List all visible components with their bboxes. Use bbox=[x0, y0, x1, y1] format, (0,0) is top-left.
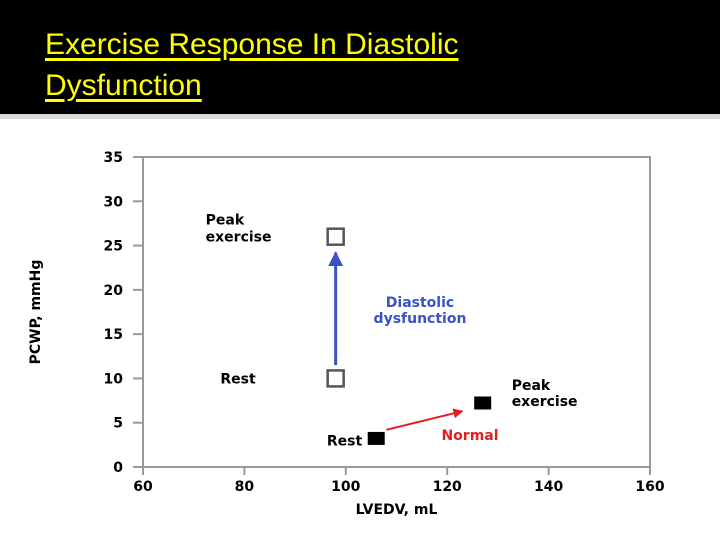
label-peak-open-line-2: exercise bbox=[206, 230, 272, 246]
label-peak-open-line-1: Peak bbox=[206, 213, 245, 229]
label-peak-filled-line-1: Peak bbox=[512, 378, 551, 394]
x-tick-label: 100 bbox=[331, 479, 360, 495]
x-tick-label: 140 bbox=[534, 479, 563, 495]
y-tick-label: 25 bbox=[104, 239, 123, 255]
x-tick-label: 160 bbox=[635, 479, 664, 495]
label-rest-filled: Rest bbox=[327, 433, 363, 449]
x-tick-label: 60 bbox=[133, 479, 153, 495]
data-point bbox=[474, 396, 492, 410]
title-bar bbox=[0, 0, 720, 114]
slide-title: Exercise Response In Diastolic Dysfuncti… bbox=[45, 24, 645, 106]
y-tick-label: 20 bbox=[104, 283, 124, 299]
y-tick-label: 0 bbox=[113, 460, 123, 476]
annotation-diastolic-line-1: Diastolic bbox=[386, 295, 454, 311]
y-tick-label: 10 bbox=[104, 371, 124, 387]
label-peak-filled-line-2: exercise bbox=[512, 394, 578, 410]
x-axis-title: LVEDV, mL bbox=[356, 502, 438, 518]
y-axis: 0 5 10 15 20 25 30 35 bbox=[104, 150, 143, 476]
y-tick-label: 15 bbox=[104, 327, 123, 343]
data-point bbox=[326, 227, 345, 246]
x-tick-label: 120 bbox=[433, 479, 462, 495]
normal-arrow bbox=[386, 408, 464, 431]
y-axis-title: PCWP, mmHg bbox=[28, 260, 44, 365]
label-rest-open: Rest bbox=[220, 371, 256, 387]
title-divider bbox=[0, 114, 720, 119]
x-tick-label: 80 bbox=[235, 479, 255, 495]
slide-title-line-2: Dysfunction bbox=[45, 69, 202, 102]
data-point bbox=[326, 369, 345, 388]
y-tick-label: 35 bbox=[104, 150, 123, 166]
x-axis: 60 80 100 120 140 160 bbox=[133, 467, 665, 495]
y-tick-label: 5 bbox=[113, 416, 123, 432]
data-point bbox=[367, 431, 385, 445]
slide-title-line-1: Exercise Response In Diastolic bbox=[45, 28, 459, 61]
annotation-diastolic-line-2: dysfunction bbox=[374, 311, 467, 327]
data-points bbox=[326, 227, 492, 445]
y-tick-label: 30 bbox=[104, 194, 124, 210]
annotation-normal: Normal bbox=[441, 428, 498, 444]
plot-area bbox=[142, 156, 651, 468]
